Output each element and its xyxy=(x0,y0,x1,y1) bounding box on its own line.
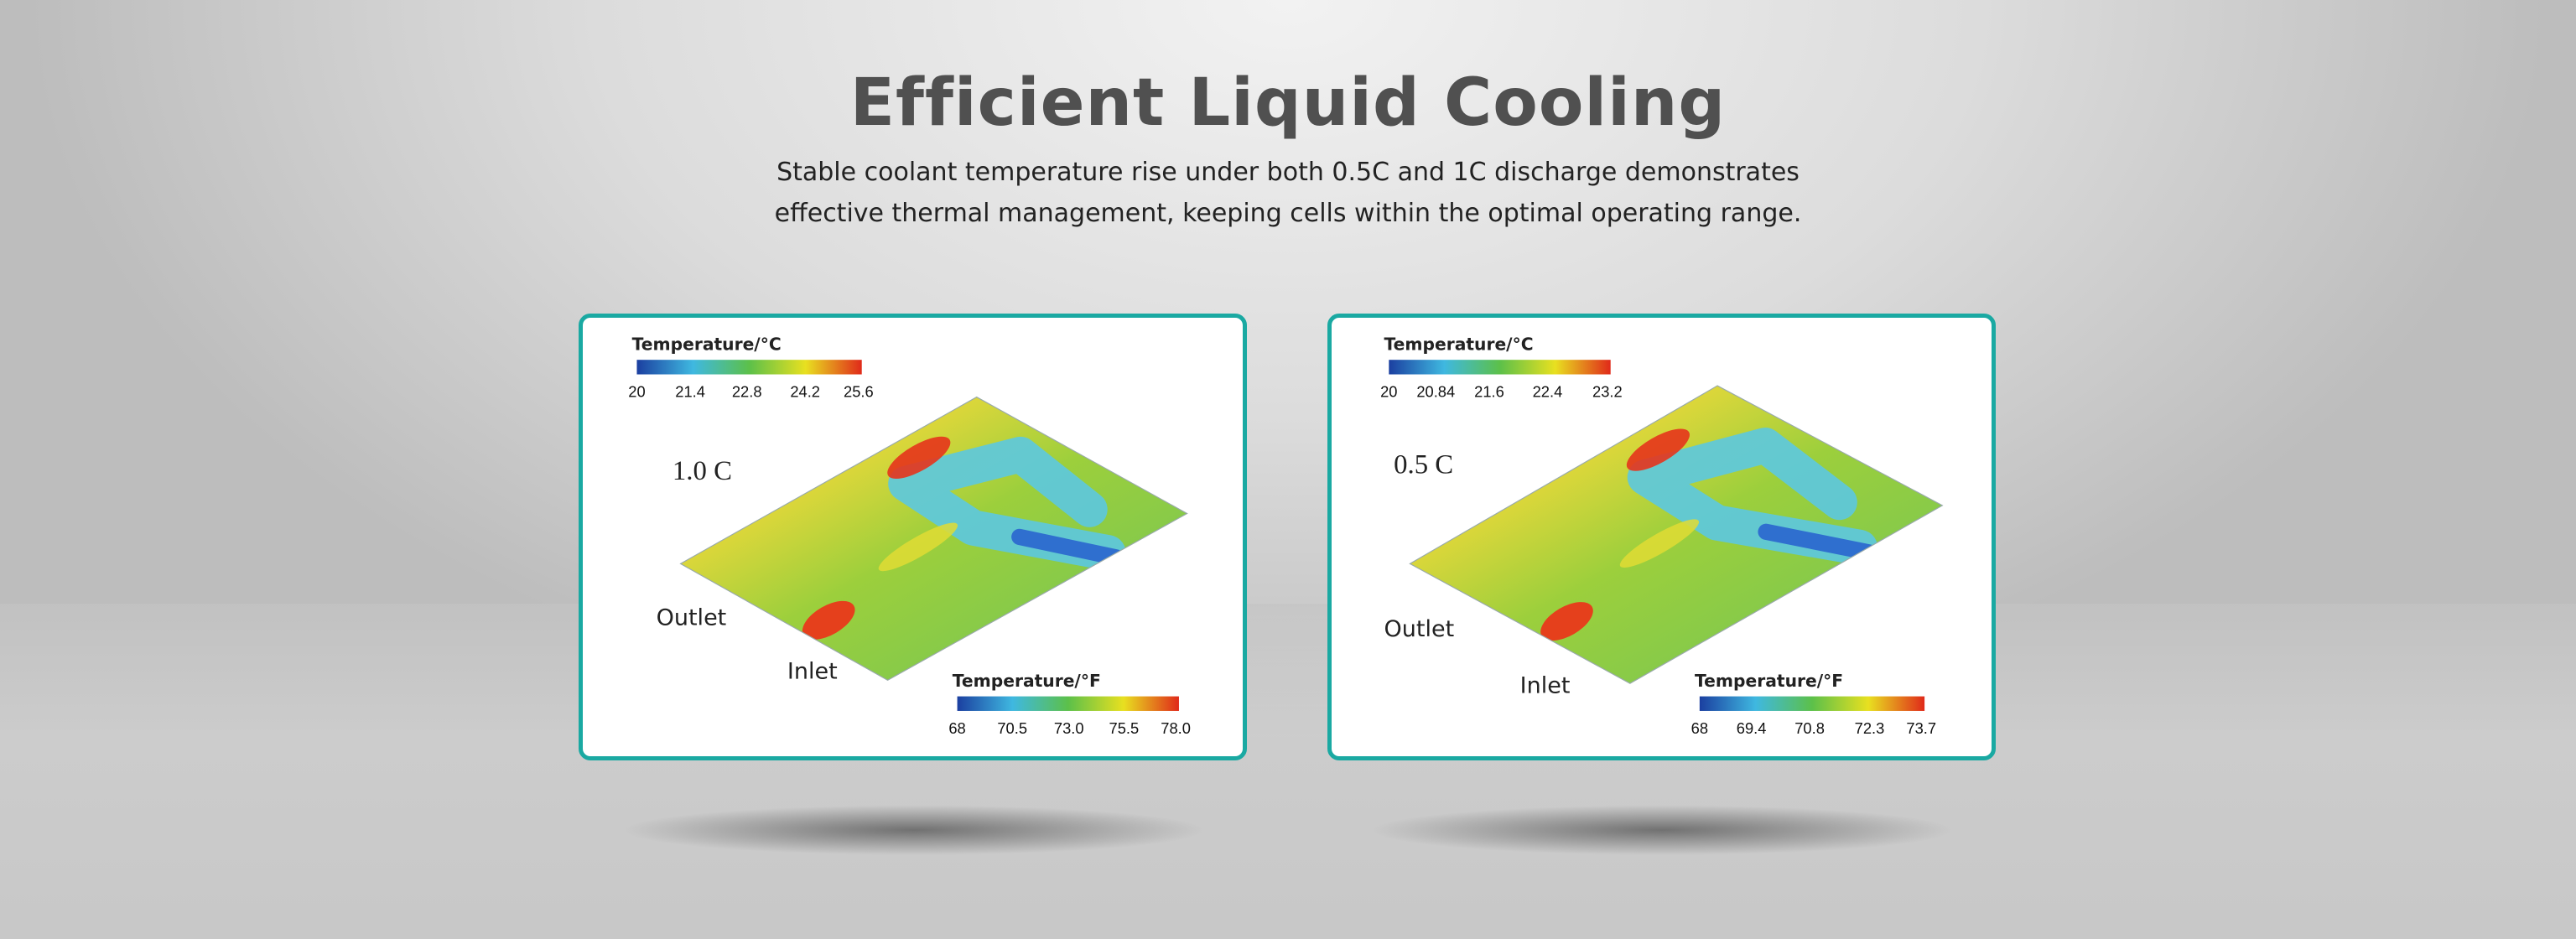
rate-label: 0.5 C xyxy=(1394,449,1453,480)
colorbar-tick-label: 22.4 xyxy=(1533,383,1563,401)
colorbar-tick-label: 25.6 xyxy=(844,383,874,401)
hotspot xyxy=(1626,428,1690,471)
colorbar-tick-label: 70.8 xyxy=(1794,719,1825,737)
colorbar-tick-label: 20.84 xyxy=(1416,383,1455,401)
subtitle-line: effective thermal management, keeping ce… xyxy=(774,199,1802,228)
colorbar xyxy=(636,360,862,375)
colorbar-tick-label: 20 xyxy=(628,383,645,401)
coolant-core xyxy=(1758,523,1877,561)
legend-title: Temperature/°F xyxy=(1695,671,1843,691)
colorbar-tick-label: 73.7 xyxy=(1906,719,1936,737)
colorbar-tick-label: 23.2 xyxy=(1592,383,1623,401)
shadow xyxy=(621,805,1208,855)
inlet-label: Inlet xyxy=(1520,673,1571,699)
warm-zone xyxy=(878,522,958,572)
subtitle-line: Stable coolant temperature rise under bo… xyxy=(776,158,1800,187)
outlet-label: Outlet xyxy=(1384,616,1455,642)
colorbar-tick-label: 75.5 xyxy=(1109,719,1140,737)
colorbar-tick-label: 70.5 xyxy=(997,719,1027,737)
inlet-label: Inlet xyxy=(787,658,838,684)
colorbar-tick-label: 72.3 xyxy=(1855,719,1885,737)
thermal-figure: Temperature/°C 20 21.4 22.8 24.2 25.6 Temperat… xyxy=(628,335,1191,737)
colorbar-tick-label: 73.0 xyxy=(1054,719,1084,737)
legend-title: Temperature/°C xyxy=(632,335,782,355)
colorbar-tick-label: 68 xyxy=(1691,719,1708,737)
shadow xyxy=(1368,805,1955,855)
legend-title: Temperature/°C xyxy=(1384,335,1534,355)
thermal-figure: Temperature/°C 20 20.84 21.6 22.4 23.2 Tempera… xyxy=(1380,335,1944,737)
hotspot xyxy=(1540,602,1593,641)
floor xyxy=(0,604,2576,939)
colorbar-tick-label: 20 xyxy=(1380,383,1397,401)
title: Efficient Liquid Cooling xyxy=(849,65,1727,141)
coolant-core xyxy=(1011,528,1125,566)
colorbar xyxy=(1389,360,1611,375)
hotspot xyxy=(887,436,951,479)
colorbar-tick-label: 24.2 xyxy=(790,383,820,401)
colorbar-tick-label: 68 xyxy=(948,719,965,737)
outlet-label: Outlet xyxy=(657,605,727,631)
plate-edge xyxy=(1409,385,1944,684)
warm-zone xyxy=(1619,519,1700,568)
rate-label: 1.0 C xyxy=(673,456,732,486)
plate-detail xyxy=(1540,428,1878,641)
colorbar-tick-label: 78.0 xyxy=(1161,719,1191,737)
colorbar xyxy=(1699,696,1925,711)
legend-title: Temperature/°F xyxy=(953,671,1101,691)
colorbar-tick-label: 69.4 xyxy=(1737,719,1767,737)
colorbar-tick-label: 22.8 xyxy=(732,383,762,401)
plate-edge xyxy=(679,396,1188,681)
panel: Temperature/°C 20 21.4 22.8 24.2 25.6 Temperat… xyxy=(579,314,1247,760)
panel: Temperature/°C 20 20.84 21.6 22.4 23.2 Tempera… xyxy=(1327,314,1996,760)
colorbar xyxy=(957,696,1179,711)
colorbar-tick-label: 21.6 xyxy=(1474,383,1504,401)
colorbar-tick-label: 21.4 xyxy=(675,383,705,401)
plate-detail xyxy=(802,436,1126,640)
hotspot xyxy=(802,600,855,640)
